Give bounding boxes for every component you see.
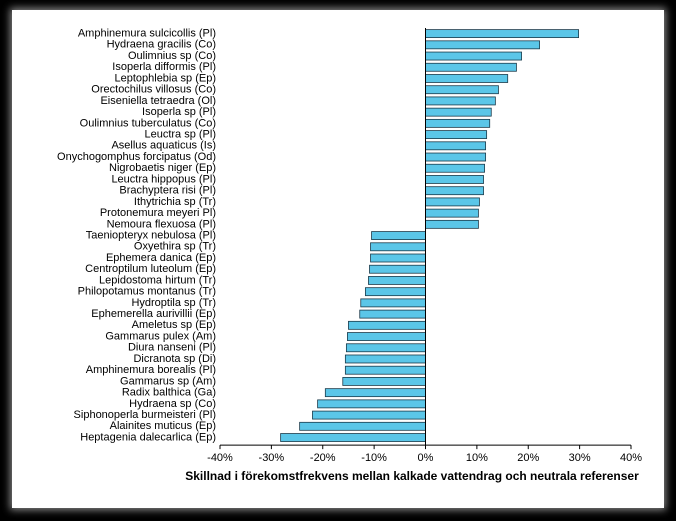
y-tick-label: Protonemura meyeri Pl) (100, 207, 216, 219)
bar (280, 433, 426, 442)
bar (369, 264, 426, 274)
bar (370, 242, 426, 252)
bar (347, 332, 426, 341)
y-tick-label: Leuctra hippopus (Pl) (111, 173, 216, 185)
y-tick-label: Brachyptera risi (Pl) (119, 185, 216, 197)
x-tick-label: -30% (259, 452, 285, 464)
y-tick-label: Asellus aquaticus (Is) (111, 140, 216, 152)
bar (425, 51, 522, 61)
bar (344, 354, 426, 364)
bar (371, 231, 426, 240)
bar (360, 298, 426, 308)
y-tick-label: Alainites muticus (Ep) (110, 420, 216, 432)
bar (425, 163, 485, 173)
y-tick-label: Centroptilum luteolum (Ep) (85, 263, 216, 275)
y-tick-label: Nemoura flexuosa (Pl) (107, 218, 216, 230)
plot: Skillnad i förekomstfrekvens mellan kalk… (57, 28, 642, 484)
bar (299, 421, 426, 431)
x-tick-label: 20% (517, 452, 539, 464)
bar (317, 399, 426, 409)
bar (344, 365, 426, 375)
bar (370, 253, 426, 263)
y-tick-label: Gammarus sp (Am) (120, 375, 216, 387)
bar (425, 62, 517, 72)
bar (425, 186, 484, 196)
bar (425, 219, 479, 229)
x-axis-title: Skillnad i förekomstfrekvens mellan kalk… (185, 469, 639, 483)
y-tick-label: Orectochilus villosus (Co) (91, 84, 216, 96)
y-tick-label: Hydraena sp (Co) (129, 398, 216, 410)
y-tick-label: Ephemera danica (Ep) (106, 252, 216, 264)
y-tick-label: Diura nanseni (Pl) (128, 342, 216, 354)
y-tick-label: Nigrobaetis niger (Ep) (109, 162, 216, 174)
bar (425, 118, 491, 128)
y-tick-label: Oulimnius sp (Co) (128, 50, 216, 62)
x-tick-label: -40% (207, 452, 233, 464)
y-tick-label: Philopotamus montanus (Tr) (78, 286, 216, 298)
y-tick-label: Lepidostoma hirtum (Tr) (99, 274, 216, 286)
y-tick-label: Ephemerella aurivillii (Ep) (91, 308, 216, 320)
bar (425, 130, 488, 139)
y-tick-label: Taeniopteryx nebulosa (Pl) (86, 229, 216, 241)
y-tick-label: Ameletus sp (Ep) (132, 319, 216, 331)
y-tick-label: Amphinemura borealis (Pl) (86, 364, 216, 376)
bar (348, 320, 426, 330)
bar (425, 29, 579, 39)
bar (425, 175, 484, 184)
bar (342, 377, 426, 386)
y-tick-label: Gammarus pulex (Am) (105, 330, 216, 342)
bar (425, 208, 479, 218)
y-tick-label: Isoperla difformis (Pl) (112, 61, 216, 73)
bar (425, 85, 499, 95)
y-tick-label: Ithytrichia sp (Tr) (134, 196, 216, 208)
x-tick-label: 10% (466, 452, 488, 464)
bar (359, 309, 426, 319)
y-tick-label: Heptagenia dalecarlica (Ep) (80, 431, 216, 443)
bar (364, 287, 426, 297)
bar (425, 40, 540, 50)
y-tick-label: Leptophlebia sp (Ep) (114, 72, 216, 84)
y-tick-label: Leuctra sp (Pl) (144, 128, 216, 140)
y-tick-label: Oxyethira sp (Tr) (134, 241, 216, 253)
y-tick-label: Onychogomphus forcipatus (Od) (57, 151, 216, 163)
y-tick-label: Hydroptila sp (Tr) (131, 297, 216, 309)
bar (425, 96, 496, 106)
x-tick-label: 0% (418, 452, 434, 464)
y-tick-label: Dicranota sp (Di) (133, 353, 216, 365)
y-tick-label: Radix balthica (Ga) (122, 387, 216, 399)
bar (425, 152, 487, 162)
bar (425, 74, 509, 83)
bar (312, 410, 426, 420)
y-tick-label: Amphinemura sulcicollis (Pl) (78, 28, 216, 40)
y-tick-label: Isoperla sp (Pl) (142, 106, 216, 118)
x-tick-label: -20% (310, 452, 336, 464)
bar (324, 388, 426, 398)
y-tick-label: Oulimnius tuberculatus (Co) (80, 117, 216, 129)
y-tick-label: Eiseniella tetraedra (Ol) (100, 95, 216, 107)
x-tick-label: 40% (620, 452, 642, 464)
x-tick-label: -10% (361, 452, 387, 464)
bar (425, 197, 480, 207)
y-tick-label: Hydraena gracilis (Co) (107, 39, 216, 51)
y-tick-label: Siphonoperla burmeisteri (Pl) (74, 409, 216, 421)
bar (425, 107, 492, 117)
x-tick-label: 30% (569, 452, 591, 464)
bar (368, 276, 426, 285)
bar (425, 141, 487, 151)
bar (345, 343, 426, 353)
